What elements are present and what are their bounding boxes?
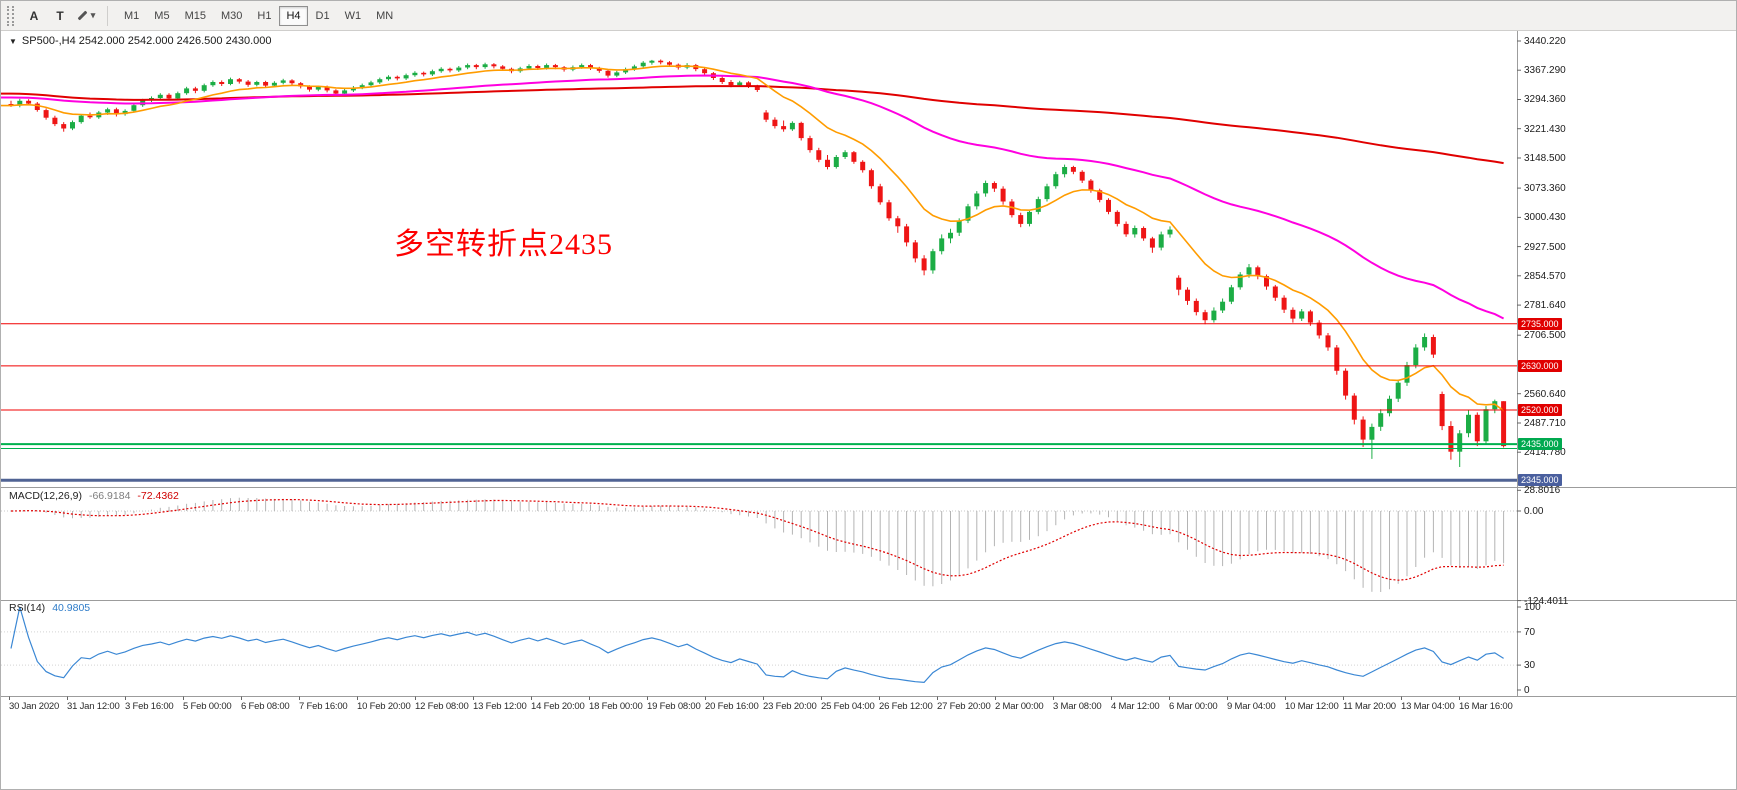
timeframe-button-m15[interactable]: M15 (178, 6, 213, 26)
macd-layer (10, 497, 1505, 592)
toolbar-drag-handle[interactable] (7, 5, 14, 26)
macd-indicator-label: MACD(12,26,9) -66.9184 -72.4362 (9, 490, 179, 502)
toolbar: A T ▾ M1 M5 M15 M30 H1 H4 D1 W1 MN (1, 1, 1736, 31)
toolbar-separator (107, 5, 108, 26)
timeframe-button-m1[interactable]: M1 (117, 6, 146, 26)
macd-main-value: -66.9184 (88, 490, 131, 502)
collapse-triangle-icon: ▼ (9, 37, 17, 46)
rsi-name: RSI(14) (9, 602, 46, 614)
rsi-value: 40.9805 (52, 602, 91, 614)
macd-signal-value: -72.4362 (137, 490, 179, 502)
rsi-indicator-label: RSI(14) 40.9805 (9, 602, 90, 614)
timeframe-button-w1[interactable]: W1 (338, 6, 369, 26)
arrows-tool-button[interactable]: A (22, 5, 46, 27)
rsi-layer (10, 606, 1504, 684)
macd-name: MACD(12,26,9) (9, 490, 82, 502)
timeframe-button-m30[interactable]: M30 (214, 6, 249, 26)
chevron-down-icon: ▾ (90, 10, 96, 20)
timeframe-button-d1[interactable]: D1 (309, 6, 337, 26)
candles-layer (8, 59, 1507, 467)
timeframe-button-m5[interactable]: M5 (147, 6, 176, 26)
level-lines-layer[interactable] (1, 323, 1517, 482)
drawing-tools-dropdown[interactable]: ▾ (74, 5, 98, 27)
chart-annotation-text[interactable]: 多空转折点2435 (394, 228, 613, 261)
moving-averages-layer (1, 65, 1505, 412)
timeframe-button-mn[interactable]: MN (369, 6, 400, 26)
chart-ohlc-title: SP500-,H4 2542.000 2542.000 2426.500 243… (21, 35, 272, 47)
text-label-tool-button[interactable]: T (48, 5, 72, 27)
timeframe-button-h4[interactable]: H4 (279, 5, 308, 26)
panel-frame-layer (1, 31, 1736, 700)
chart-title: ▼ SP500-,H4 2542.000 2542.000 2426.500 24… (9, 35, 271, 47)
timeframe-button-h1[interactable]: H1 (250, 6, 278, 26)
grid-layer (1, 510, 1517, 666)
timeframe-group: M1 M5 M15 M30 H1 H4 D1 W1 MN (117, 5, 400, 26)
